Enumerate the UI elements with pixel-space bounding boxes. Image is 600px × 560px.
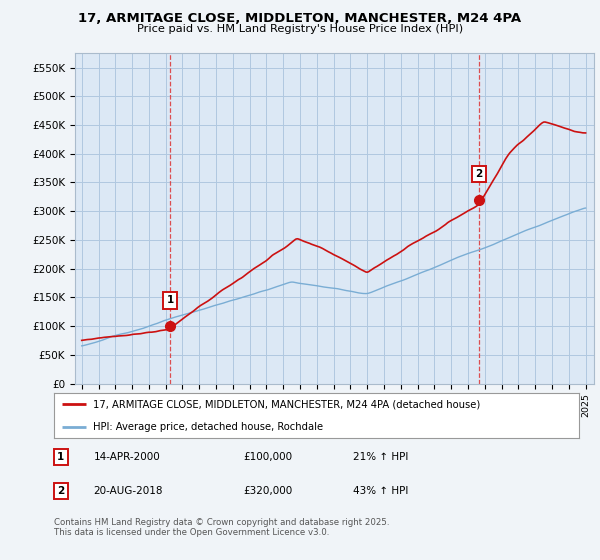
Text: 1: 1 — [57, 452, 64, 462]
Text: £320,000: £320,000 — [243, 486, 292, 496]
Text: HPI: Average price, detached house, Rochdale: HPI: Average price, detached house, Roch… — [94, 422, 323, 432]
Text: Price paid vs. HM Land Registry's House Price Index (HPI): Price paid vs. HM Land Registry's House … — [137, 24, 463, 34]
Text: 20-AUG-2018: 20-AUG-2018 — [94, 486, 163, 496]
Text: 17, ARMITAGE CLOSE, MIDDLETON, MANCHESTER, M24 4PA (detached house): 17, ARMITAGE CLOSE, MIDDLETON, MANCHESTE… — [94, 399, 481, 409]
Text: 17, ARMITAGE CLOSE, MIDDLETON, MANCHESTER, M24 4PA: 17, ARMITAGE CLOSE, MIDDLETON, MANCHESTE… — [79, 12, 521, 25]
Text: £100,000: £100,000 — [243, 452, 292, 462]
Text: Contains HM Land Registry data © Crown copyright and database right 2025.
This d: Contains HM Land Registry data © Crown c… — [54, 518, 389, 538]
Text: 14-APR-2000: 14-APR-2000 — [94, 452, 160, 462]
Text: 2: 2 — [57, 486, 64, 496]
Text: 2: 2 — [475, 169, 482, 179]
Text: 1: 1 — [167, 295, 174, 305]
Text: 21% ↑ HPI: 21% ↑ HPI — [353, 452, 409, 462]
Text: 43% ↑ HPI: 43% ↑ HPI — [353, 486, 409, 496]
